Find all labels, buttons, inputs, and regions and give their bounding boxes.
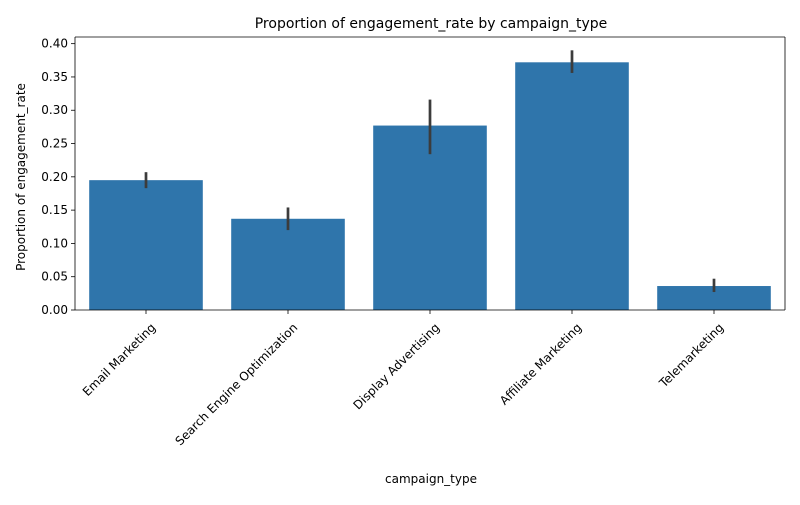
y-tick-label-8: 0.40 <box>41 37 68 51</box>
y-axis-label: Proportion of engagement_rate <box>14 83 28 271</box>
bar-0 <box>89 180 203 310</box>
y-tick-label-6: 0.30 <box>41 103 68 117</box>
y-tick-label-2: 0.10 <box>41 236 68 250</box>
y-tick-label-5: 0.25 <box>41 137 68 151</box>
y-tick-label-7: 0.35 <box>41 70 68 84</box>
chart-title: Proportion of engagement_rate by campaig… <box>255 16 608 32</box>
bar-4 <box>657 286 771 310</box>
bar-1 <box>231 218 345 310</box>
y-tick-label-4: 0.20 <box>41 170 68 184</box>
y-tick-label-1: 0.05 <box>41 270 68 284</box>
x-tick-label-2: Display Advertising <box>350 320 442 412</box>
y-tick-label-0: 0.00 <box>41 303 68 317</box>
x-tick-label-4: Telemarketing <box>656 320 726 390</box>
x-tick-label-0: Email Marketing <box>80 320 158 398</box>
x-axis-label: campaign_type <box>385 472 477 486</box>
y-tick-label-3: 0.15 <box>41 203 68 217</box>
x-tick-label-1: Search Engine Optimization <box>173 320 301 448</box>
x-tick-label-3: Affiliate Marketing <box>497 320 584 407</box>
bar-3 <box>515 62 629 310</box>
bar-2 <box>373 125 487 310</box>
plot-area: Email Marketing Search Engine Optimizatio… <box>41 36 786 448</box>
